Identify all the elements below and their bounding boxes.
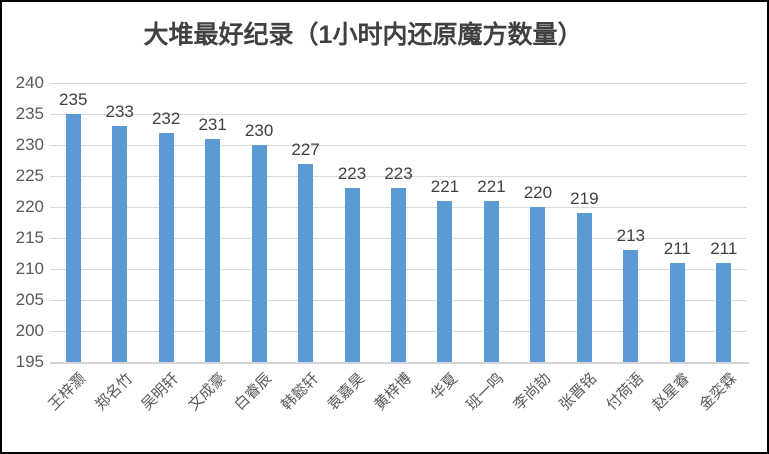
bar — [716, 262, 732, 362]
bar — [483, 200, 499, 362]
bar-value-label: 221 — [430, 176, 460, 196]
bar-value-label: 211 — [663, 238, 691, 258]
bar — [391, 188, 406, 362]
bar — [344, 188, 360, 362]
bar — [65, 114, 81, 362]
y-axis-tick-label: 225 — [15, 166, 44, 185]
bar — [530, 207, 546, 362]
bar-value-label: 211 — [710, 238, 738, 258]
gridline — [50, 144, 747, 146]
bar — [437, 200, 453, 362]
bar — [576, 213, 592, 362]
y-axis-tick-label: 220 — [15, 197, 44, 216]
bar — [298, 163, 314, 362]
y-axis-tick-label: 240 — [15, 73, 44, 92]
bar-value-label: 223 — [384, 164, 413, 184]
bar-value-label: 230 — [244, 121, 274, 140]
y-axis-tick-label: 200 — [15, 321, 44, 340]
y-axis-tick-label: 210 — [15, 259, 44, 278]
bar — [623, 250, 639, 362]
chart-title: 大堆最好纪录（1小时内还原魔方数量） — [143, 21, 583, 49]
y-axis-tick-label: 235 — [15, 104, 44, 123]
bar-value-label: 221 — [477, 176, 506, 196]
bar-value-label: 220 — [523, 183, 553, 202]
y-axis-tick-label: 205 — [15, 290, 44, 309]
bar — [205, 138, 221, 362]
bar-value-label: 219 — [570, 189, 599, 209]
bar-value-label: 232 — [151, 108, 181, 128]
bar-value-label: 235 — [59, 90, 88, 109]
bar-value-label: 213 — [616, 226, 646, 246]
gridline — [50, 82, 747, 84]
gridline — [50, 113, 747, 115]
y-axis-tick-label: 215 — [15, 228, 44, 247]
bar-value-label: 231 — [198, 114, 227, 134]
y-axis-tick-label: 195 — [15, 352, 44, 371]
bar — [669, 262, 685, 362]
gridline — [50, 175, 747, 177]
y-axis-tick-label: 230 — [15, 135, 44, 154]
bar-value-label: 227 — [291, 139, 320, 159]
bar-value-label: 233 — [105, 102, 134, 122]
bar — [251, 145, 267, 362]
bar — [112, 126, 128, 362]
x-axis-line — [50, 362, 749, 364]
bar-value-label: 223 — [337, 164, 367, 184]
bar — [158, 132, 174, 362]
